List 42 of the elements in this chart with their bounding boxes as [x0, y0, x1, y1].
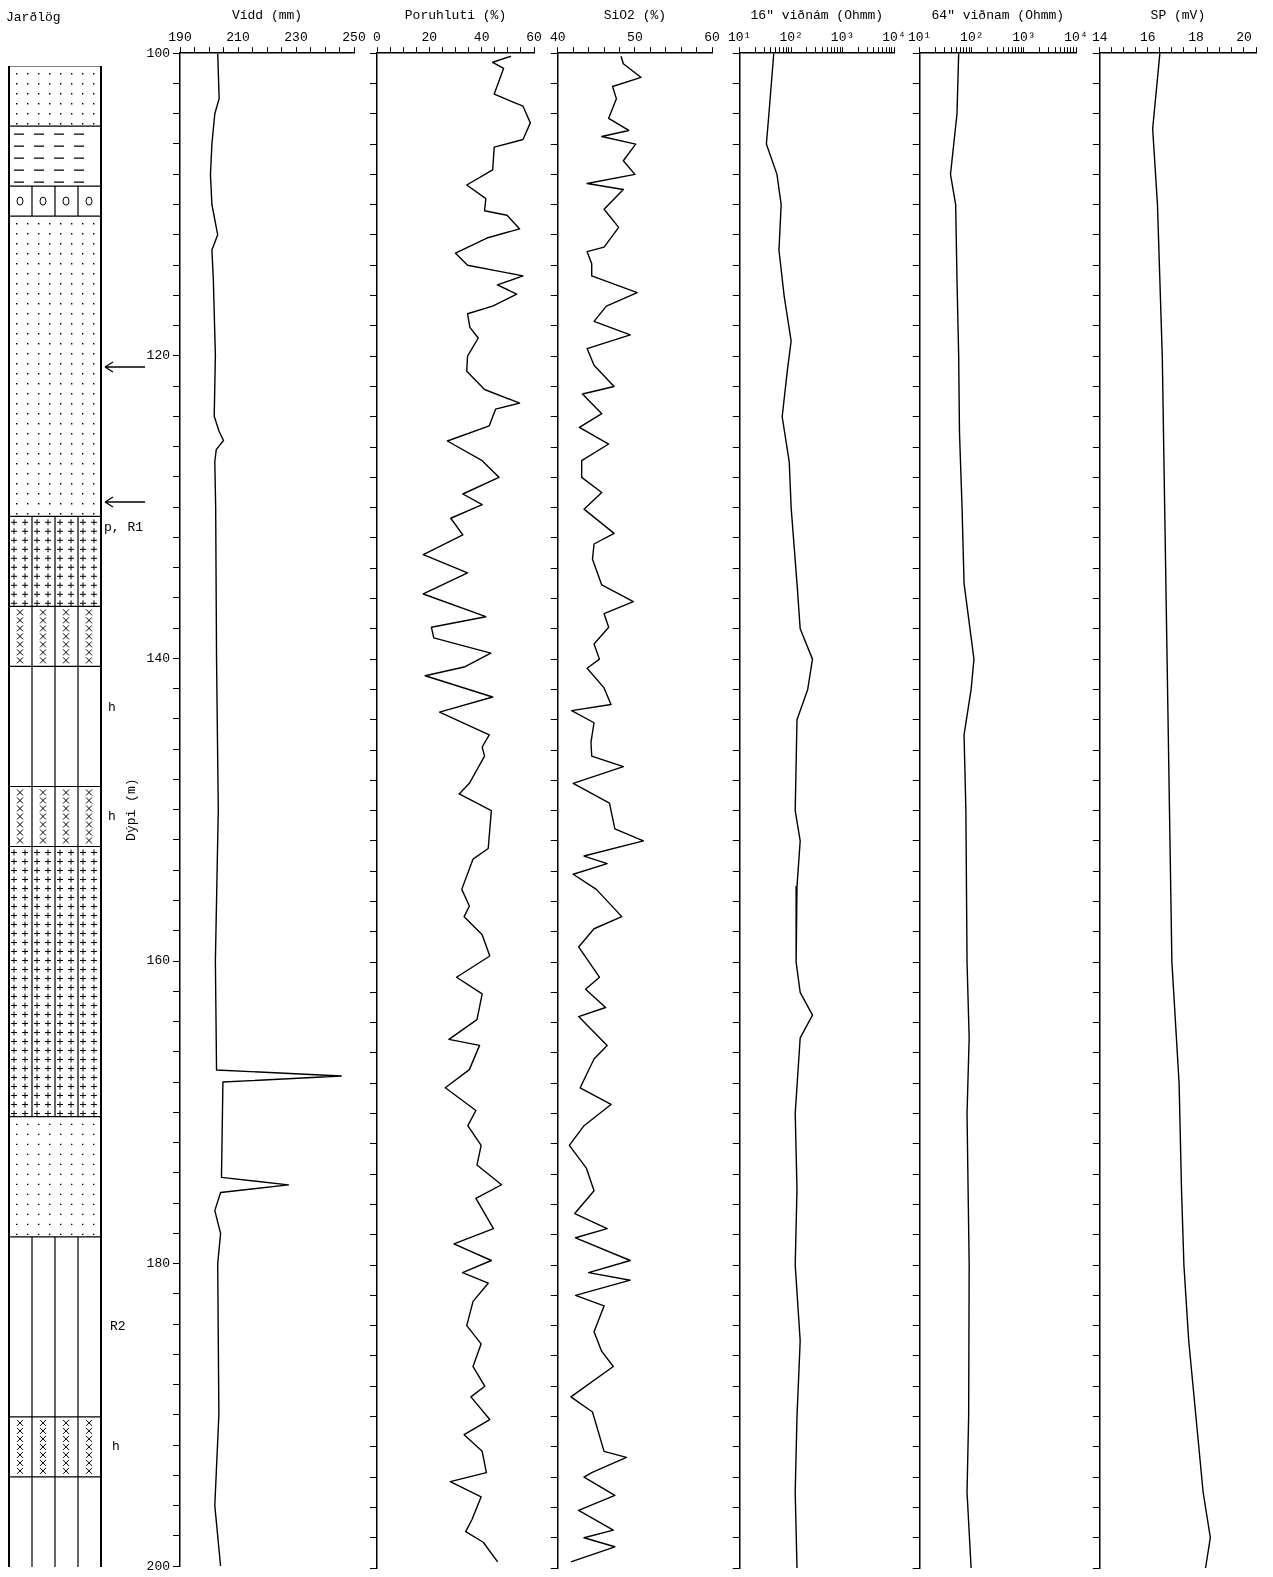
text: R2 [110, 1318, 126, 1334]
text: h [112, 1438, 120, 1454]
y-tick-label: 120 [146, 348, 170, 364]
x-tick-label: 210 [226, 29, 250, 45]
y-tick-label: 100 [146, 45, 170, 61]
x-tick-label: 40 [550, 29, 566, 45]
x-tick-label: 16 [1140, 29, 1156, 45]
x-tick-label: 190 [168, 29, 192, 45]
y-tick-label: 140 [146, 650, 170, 666]
x-tick-label: 18 [1188, 29, 1204, 45]
x-tick-label: 10¹ [728, 29, 752, 45]
x-tick-label: 40 [473, 29, 490, 45]
y-axis-title: Dýpi (m) [124, 778, 140, 841]
x-tick-label: 14 [1092, 29, 1108, 45]
y-tick-label: 180 [146, 1256, 170, 1272]
text: p, R1 [104, 520, 144, 536]
x-tick-label: 60 [526, 29, 542, 45]
x-tick-label: 10³ [1012, 29, 1036, 45]
x-axis-title: 64" viðnam (Ohmm) [931, 8, 1065, 24]
x-axis-title: Poruhluti (%) [404, 8, 507, 24]
text: h [108, 700, 116, 716]
x-tick-label: 60 [704, 29, 720, 45]
x-tick-label: 20 [1236, 29, 1252, 45]
x-axis-title: SiO2 (%) [603, 8, 667, 24]
x-tick-label: 50 [627, 29, 643, 45]
x-axis-title: SP (mV) [1150, 8, 1206, 24]
x-tick-label: 10¹ [908, 29, 932, 45]
x-tick-label: 10³ [830, 29, 855, 45]
x-tick-label: 230 [284, 29, 308, 45]
x-tick-label: 10⁴ [1064, 29, 1088, 45]
x-tick-label: 20 [421, 29, 438, 45]
x-axis-title: 16" viðnám (Ohmm) [750, 8, 884, 24]
x-tick-label: 10² [779, 29, 803, 45]
x-tick-label: 0 [373, 29, 381, 45]
x-tick-label: 250 [342, 29, 366, 45]
text: Jarðlög [6, 10, 61, 25]
y-tick-label: 160 [146, 953, 170, 969]
text: h [108, 808, 116, 824]
x-axis-title: Vídd (mm) [231, 8, 303, 24]
x-tick-label: 10⁴ [882, 29, 906, 45]
y-tick-label: 200 [146, 1558, 170, 1574]
x-tick-label: 10² [960, 29, 984, 45]
